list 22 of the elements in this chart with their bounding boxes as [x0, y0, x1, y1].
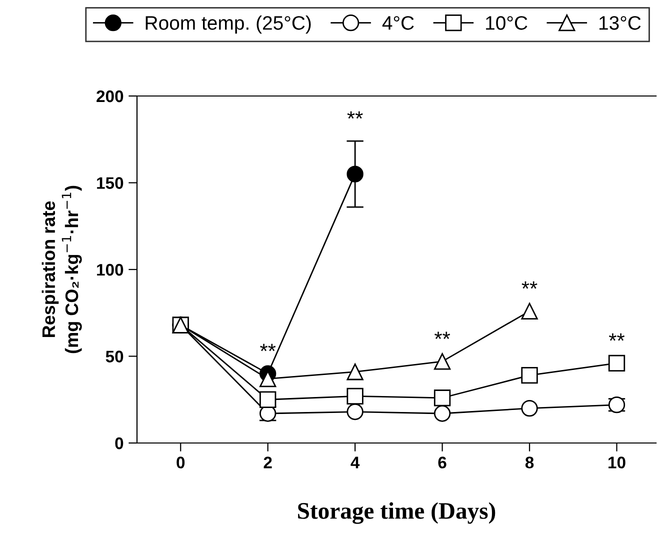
- annotation: **: [260, 344, 276, 352]
- annotation: **: [347, 111, 363, 119]
- annotation: **: [608, 333, 625, 341]
- x-tick-label: 10: [608, 456, 626, 468]
- x-tick-label: 4: [350, 456, 360, 468]
- annotation: **: [434, 332, 450, 340]
- y-tick-label: 150: [97, 177, 124, 189]
- y-tick-label: 100: [97, 264, 124, 276]
- y-tick-label: 50: [106, 350, 124, 362]
- y-tick-label: 200: [96, 90, 124, 102]
- x-tick-label: 0: [176, 456, 185, 468]
- x-axis-title: Storage time (Days): [298, 502, 496, 524]
- annotation: **: [522, 281, 538, 289]
- y-tick-label: 0: [115, 437, 124, 450]
- legend-label: Room temp. (25°C): [146, 16, 311, 34]
- x-tick-label: 6: [438, 456, 446, 468]
- legend-label: 4°C: [382, 16, 414, 30]
- legend-label: 10°C: [486, 16, 528, 30]
- x-tick-label: 8: [525, 456, 534, 468]
- x-tick-label: 2: [264, 456, 272, 468]
- legend-label: 13°C: [599, 16, 641, 30]
- y-axis-title: Respiration rate (mg CO₂·kg$^{−1}$·hr$^{−1}$): [42, 186, 82, 354]
